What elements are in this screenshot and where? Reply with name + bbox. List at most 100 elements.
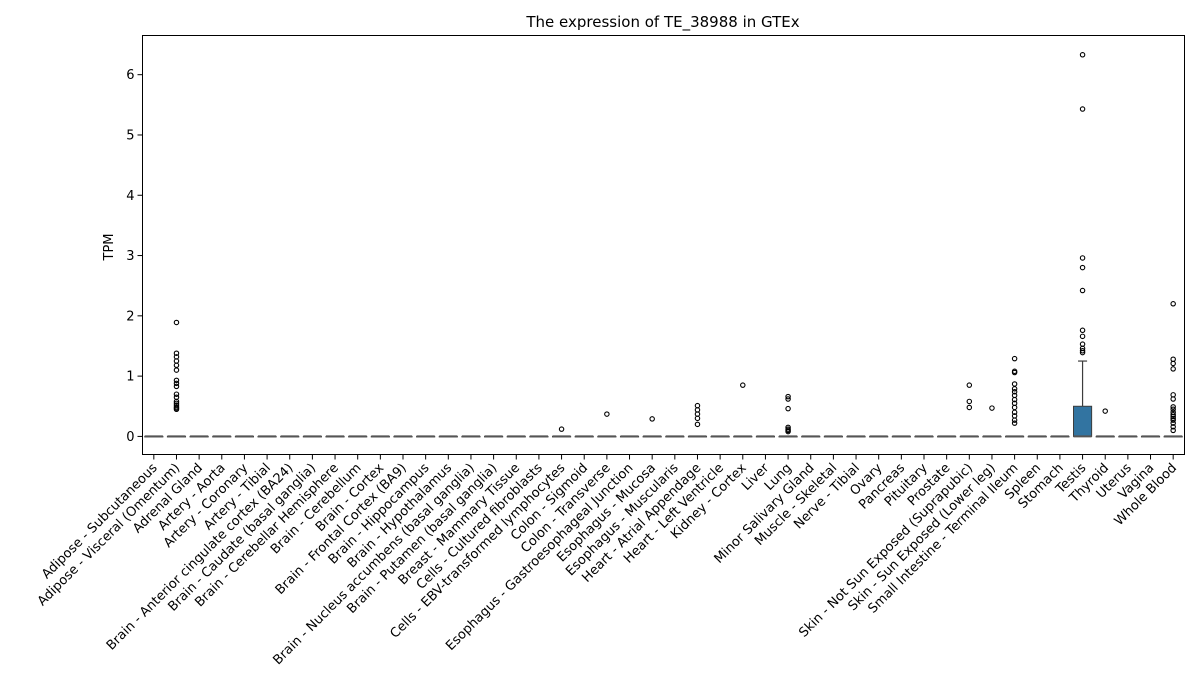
box-group (234, 435, 254, 438)
outlier-point (1170, 427, 1176, 434)
outlier-point (1170, 404, 1176, 410)
box-group (393, 435, 413, 438)
outlier-point (1079, 327, 1086, 334)
y-tick-label: 2 (126, 309, 134, 324)
chart-title: The expression of TE_38988 in GTEx (525, 13, 799, 32)
box (1073, 405, 1093, 437)
y-axis-label: TPM (102, 234, 117, 262)
box-group (597, 411, 617, 438)
y-axis: 0 1 2 3 4 5 6 (126, 68, 143, 445)
box-group (823, 435, 843, 438)
box-group (370, 435, 390, 438)
outlier-point (558, 426, 565, 432)
box-group (144, 435, 164, 438)
outlier-point (1079, 52, 1086, 58)
box-group (166, 319, 187, 438)
outlier-point (649, 416, 655, 422)
outlier-point (1079, 333, 1086, 340)
box-group (869, 435, 889, 438)
y-tick-label: 4 (126, 189, 134, 204)
box-group (1118, 435, 1138, 438)
outlier-point (1079, 287, 1086, 294)
outlier-point (1011, 420, 1018, 426)
outlier-point (173, 319, 180, 326)
outlier-point (173, 398, 180, 405)
outlier-point (1011, 381, 1018, 387)
outlier-point (1170, 366, 1176, 372)
box-group (619, 435, 640, 438)
outlier-point (1102, 408, 1108, 414)
outlier-point (1011, 396, 1018, 403)
box-group (484, 435, 504, 438)
outlier-point (1011, 389, 1018, 395)
box-group (710, 435, 730, 438)
outlier-point (173, 391, 180, 397)
outlier-point (1079, 349, 1086, 356)
box-group (506, 435, 526, 438)
box-group (257, 435, 277, 438)
outlier-point (694, 421, 701, 428)
y-tick-label: 6 (126, 68, 134, 83)
outlier-point (785, 405, 791, 412)
box-group (778, 393, 798, 438)
box-group (280, 435, 300, 438)
y-tick-label: 0 (126, 430, 134, 445)
outlier-point (1170, 301, 1176, 307)
outlier-point (1170, 396, 1176, 402)
box-group (212, 435, 232, 438)
plot-area (144, 52, 1183, 438)
box-group (914, 435, 934, 438)
outlier-point (1011, 355, 1018, 362)
outlier-point (1170, 411, 1176, 418)
outlier-point (1079, 106, 1086, 112)
outlier-point (966, 404, 973, 411)
box-group (846, 435, 866, 438)
box-group (416, 435, 436, 438)
box-group (891, 435, 911, 438)
outlier-point (173, 406, 180, 413)
outlier-point (966, 398, 973, 405)
outlier-point (989, 405, 995, 411)
box-group (574, 435, 594, 438)
box-group (1095, 408, 1115, 438)
box-group (438, 435, 458, 438)
outlier-point (1011, 417, 1018, 423)
outlier-point (1170, 417, 1176, 423)
outlier-point (1170, 424, 1176, 430)
outlier-point (1079, 255, 1086, 261)
outlier-point (173, 350, 180, 356)
box-group (1163, 301, 1183, 438)
outlier-point (694, 415, 701, 422)
outlier-point (173, 377, 180, 384)
outlier-point (1079, 264, 1086, 271)
box-group (959, 382, 979, 438)
box-group (1073, 52, 1093, 438)
y-tick-label: 1 (126, 370, 134, 385)
box-group (755, 435, 775, 438)
outlier-point (604, 411, 610, 417)
outlier-point (966, 382, 973, 388)
outlier-point (785, 393, 791, 400)
y-tick-label: 5 (126, 128, 134, 143)
box-group (937, 435, 957, 438)
outlier-point (173, 367, 180, 373)
box-group (348, 435, 368, 438)
box-group (302, 435, 322, 438)
box-group (642, 416, 662, 438)
box-group (529, 435, 549, 438)
box-group (1140, 435, 1161, 438)
outlier-point (1011, 386, 1018, 392)
outlier-point (1011, 409, 1018, 416)
box-group (733, 382, 753, 438)
outlier-point (1079, 348, 1086, 354)
box-group (687, 402, 708, 438)
outlier-point (785, 396, 791, 402)
outlier-point (173, 380, 180, 387)
box-group (801, 435, 821, 438)
plot-frame (142, 35, 1185, 455)
box-group (325, 435, 345, 438)
y-tick-label: 3 (126, 249, 134, 264)
box-group (461, 435, 481, 438)
